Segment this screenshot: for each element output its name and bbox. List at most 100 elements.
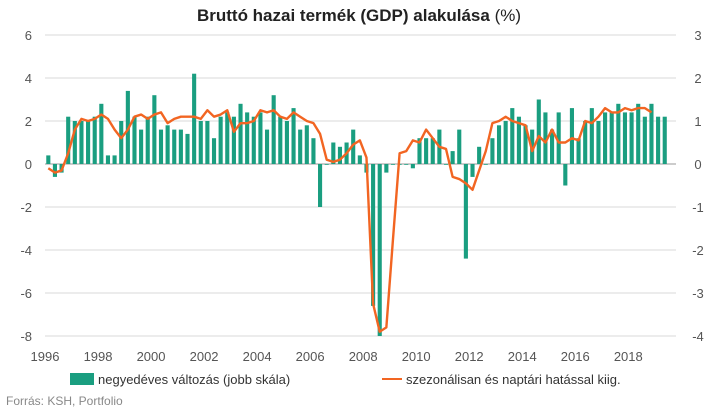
bar (656, 116, 661, 164)
right-tick-label: -1 (692, 200, 704, 215)
right-tick-label: 2 (694, 71, 701, 86)
bar (66, 116, 71, 164)
bar (463, 164, 468, 259)
bar (79, 121, 84, 164)
bar (324, 164, 329, 165)
x-axis-ticks: 1996 1998 2000 2002 2004 2006 2008 2010 2012 2014… (31, 349, 643, 364)
bar (99, 103, 104, 164)
bar (271, 95, 276, 164)
bar (185, 133, 190, 164)
bar (238, 103, 243, 164)
bar (417, 138, 422, 164)
left-tick-label: -4 (20, 243, 32, 258)
bar (543, 112, 548, 164)
right-axis-ticks: 3 2 1 0 -1 -2 -3 -4 (692, 28, 704, 344)
bar (291, 108, 296, 164)
bar (510, 108, 515, 164)
bar (496, 125, 502, 164)
bar (576, 138, 581, 164)
bar (318, 164, 323, 207)
x-tick-label: 1996 (31, 349, 60, 364)
bar (443, 164, 449, 165)
bar (178, 129, 183, 164)
left-tick-label: -6 (20, 286, 32, 301)
bar (258, 112, 263, 164)
bar (556, 112, 561, 164)
bar (457, 129, 462, 164)
bar (609, 112, 614, 164)
left-tick-label: 4 (25, 71, 32, 86)
bar (284, 121, 289, 164)
bar (629, 112, 634, 164)
bar (72, 121, 77, 164)
bar (172, 129, 177, 164)
left-tick-label: 2 (25, 114, 32, 129)
x-tick-label: 2006 (296, 349, 325, 364)
x-tick-label: 2002 (190, 349, 219, 364)
bar (225, 112, 230, 164)
bar (390, 164, 396, 165)
bar (304, 125, 309, 164)
bar (119, 121, 124, 164)
bar (636, 103, 641, 164)
legend-line-label: szezonálisan és naptári hatással kiig. (406, 372, 621, 387)
bar (132, 116, 137, 164)
legend: negyedéves változás (jobb skála) szezoná… (70, 372, 621, 387)
annual-line (47, 106, 653, 333)
right-tick-label: -4 (692, 329, 704, 344)
bar (616, 103, 621, 164)
bar (596, 121, 601, 164)
x-tick-label: 2012 (455, 349, 484, 364)
left-tick-label: 0 (25, 157, 32, 172)
left-tick-label: -2 (20, 200, 32, 215)
bar (245, 112, 250, 164)
right-tick-label: 0 (694, 157, 701, 172)
bar (649, 103, 654, 164)
series-line (47, 106, 653, 333)
bar (192, 73, 197, 164)
bar (410, 164, 415, 169)
bar (477, 146, 482, 164)
bar (642, 116, 647, 164)
left-tick-label: -8 (20, 329, 32, 344)
bar (371, 164, 376, 306)
bar (218, 116, 223, 164)
bar (145, 116, 150, 164)
x-tick-label: 2010 (402, 349, 431, 364)
x-tick-label: 2004 (243, 349, 272, 364)
bar (165, 125, 170, 164)
bar (264, 129, 270, 164)
legend-bar-swatch (70, 373, 94, 385)
bar (351, 129, 356, 164)
x-tick-label: 2008 (349, 349, 378, 364)
bar (52, 164, 57, 177)
left-tick-label: 6 (25, 28, 32, 43)
bar (205, 121, 210, 164)
bar (622, 112, 628, 164)
bar (139, 129, 144, 164)
bar (211, 138, 217, 164)
bar (503, 121, 508, 164)
bar (377, 164, 382, 336)
bar (569, 108, 574, 164)
bar (278, 116, 283, 164)
chart-title: Bruttó hazai termék (GDP) alakulása (%) (0, 6, 718, 26)
title-unit: (%) (494, 6, 522, 25)
bar (357, 155, 362, 164)
gridlines (45, 34, 676, 337)
right-tick-label: 1 (694, 114, 701, 129)
bar (298, 129, 303, 164)
bar (589, 108, 594, 164)
x-tick-label: 2000 (137, 349, 166, 364)
bar (46, 155, 51, 164)
left-axis-ticks: 6 4 2 0 -2 -4 -6 -8 (20, 28, 32, 344)
bar (450, 151, 455, 164)
bar (662, 116, 667, 164)
source-note: Forrás: KSH, Portfolio (6, 394, 123, 408)
bar (198, 121, 203, 164)
legend-bar-label: negyedéves változás (jobb skála) (98, 372, 290, 387)
bar (337, 146, 343, 164)
bar (331, 142, 336, 164)
x-tick-label: 2018 (614, 349, 643, 364)
